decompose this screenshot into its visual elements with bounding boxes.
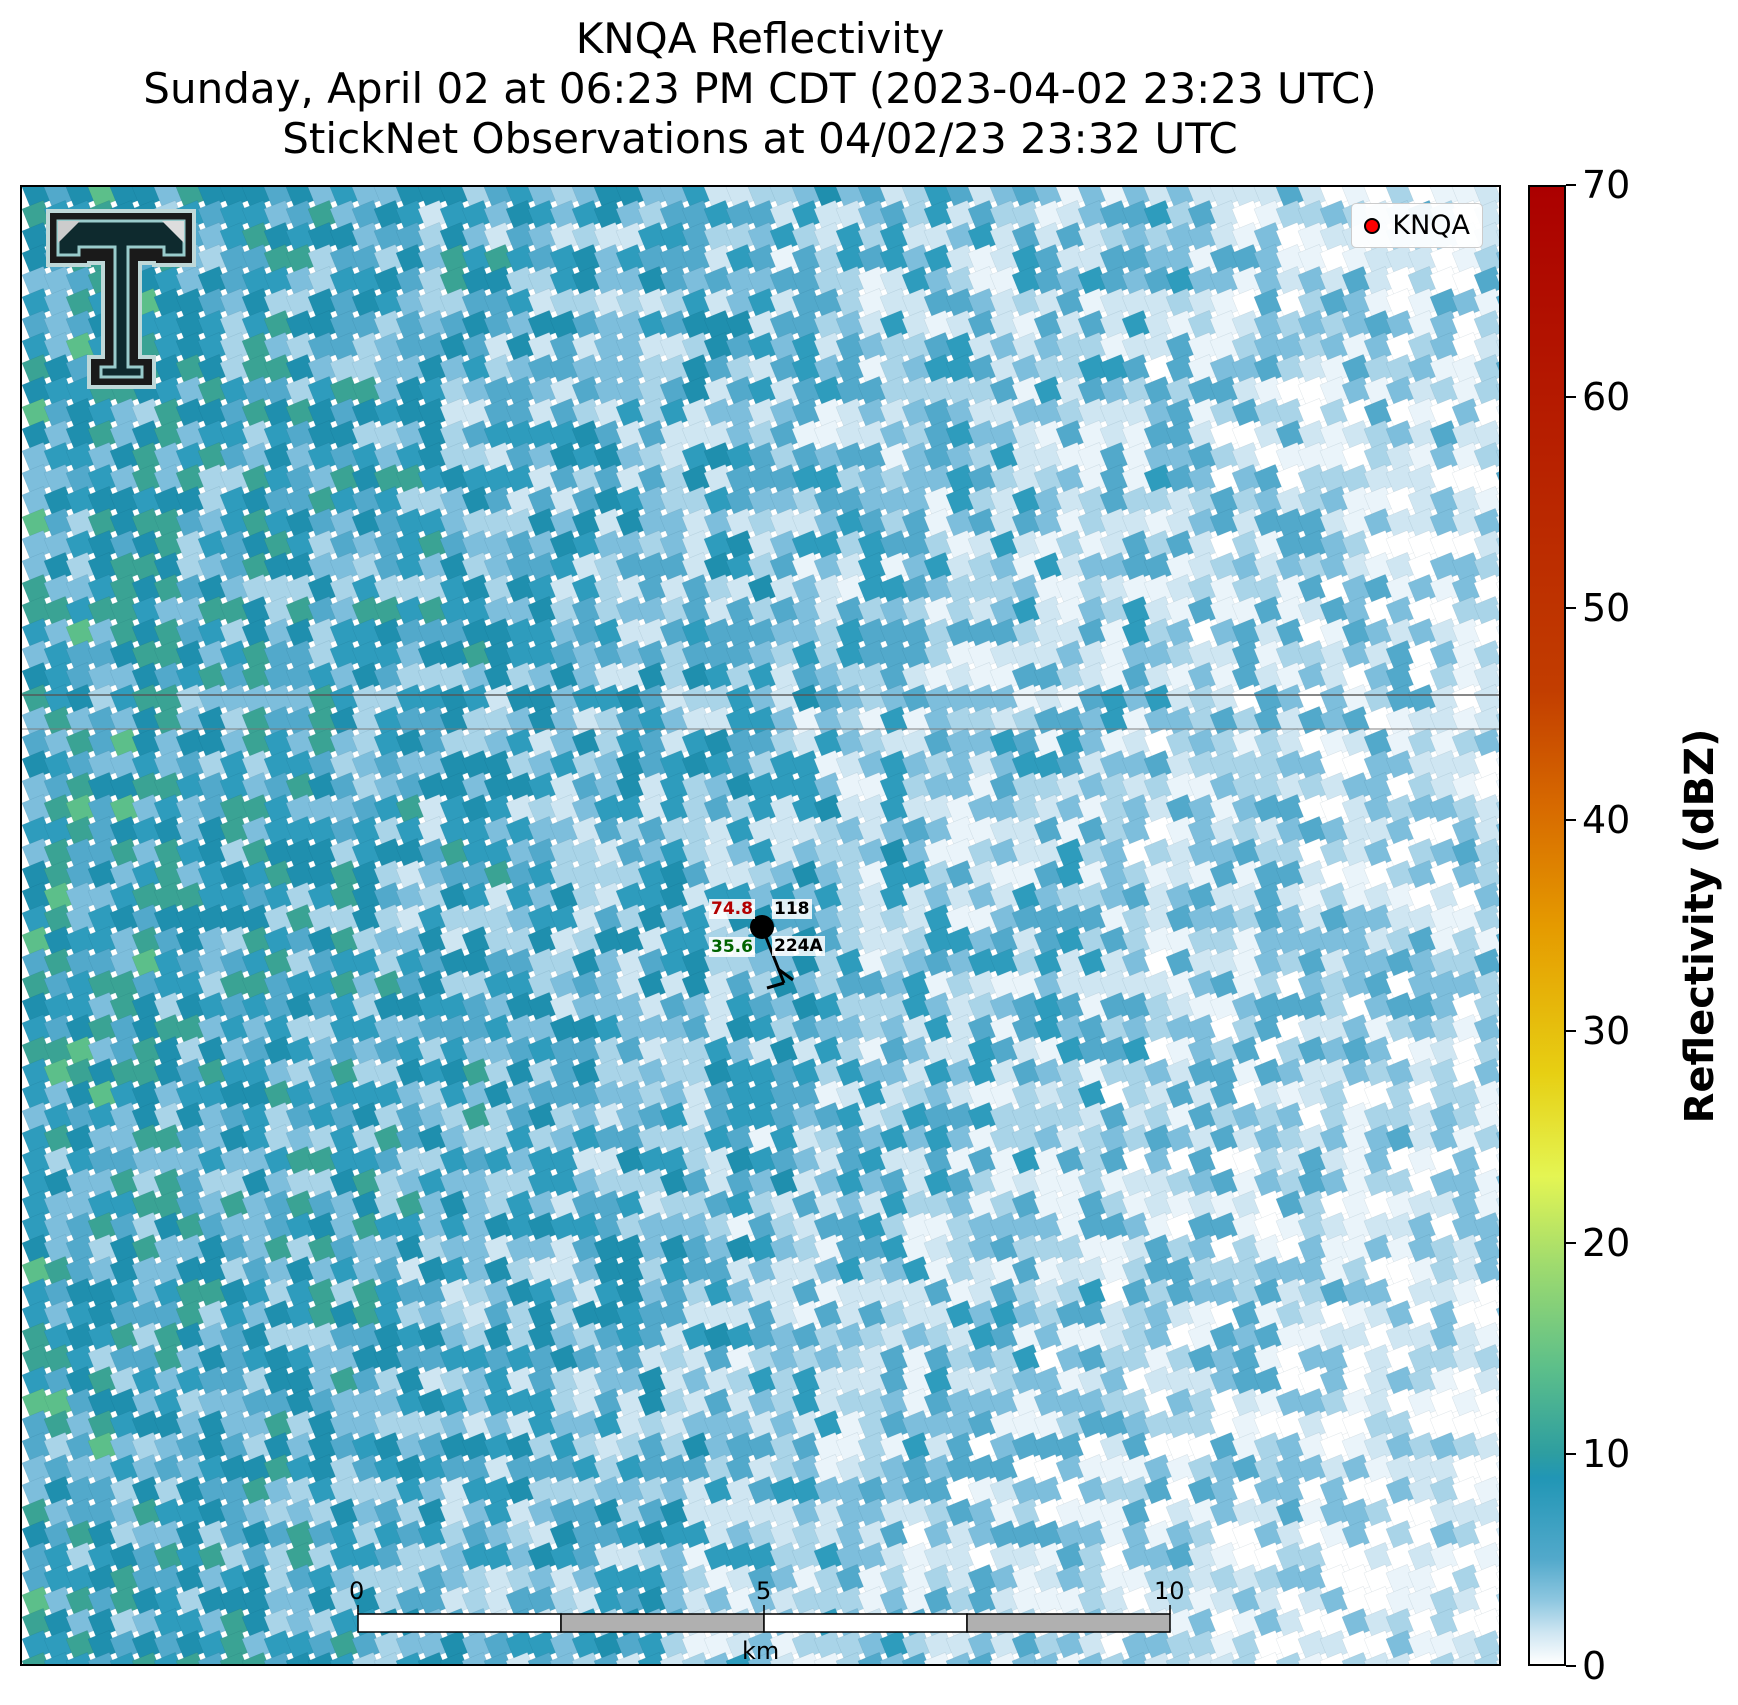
colorbar-tick — [1566, 1030, 1576, 1033]
map-subtitle-observations: StickNet Observations at 04/02/23 23:32 … — [282, 114, 1238, 163]
colorbar-tick-label: 20 — [1582, 1220, 1631, 1265]
colorbar-tick-label: 40 — [1582, 797, 1631, 842]
station-pressure: 118 — [772, 899, 812, 919]
scale-label-10: 10 — [1154, 1577, 1185, 1605]
map-subtitle-time: Sunday, April 02 at 06:23 PM CDT (2023-0… — [143, 64, 1377, 113]
legend-label: KNQA — [1392, 210, 1470, 241]
colorbar-tick — [1566, 818, 1576, 821]
colorbar-tick-label: 60 — [1582, 374, 1631, 419]
station-temperature: 74.8 — [709, 899, 755, 919]
colorbar-tick — [1566, 395, 1576, 398]
colorbar-label: Reflectivity (dBZ) — [1677, 728, 1723, 1124]
colorbar-tick-label: 10 — [1582, 1432, 1631, 1477]
colorbar-tick — [1566, 184, 1576, 186]
title-block: KNQA Reflectivity Sunday, April 02 at 06… — [0, 14, 1520, 164]
colorbar — [1528, 185, 1566, 1666]
colorbar-tick-label: 0 — [1582, 1644, 1607, 1688]
scale-label-5: 5 — [756, 1577, 772, 1605]
texas-tech-logo-icon — [46, 209, 196, 389]
reflectivity-field — [22, 187, 1499, 1664]
station-dewpoint: 35.6 — [709, 937, 755, 957]
colorbar-tick — [1566, 1665, 1576, 1667]
radar-map[interactable]: KNQA 74.8 118 35.6 224A 0 5 10 km — [20, 185, 1501, 1666]
station-id: 224A — [772, 936, 825, 956]
colorbar-tick-label: 30 — [1582, 1009, 1631, 1054]
colorbar-tick — [1566, 607, 1576, 610]
colorbar-tick — [1566, 1453, 1576, 1456]
colorbar-tick — [1566, 1241, 1576, 1244]
colorbar-tick-label: 50 — [1582, 586, 1631, 631]
scale-label-0: 0 — [349, 1577, 365, 1605]
map-title: KNQA Reflectivity — [575, 14, 945, 63]
colorbar-tick-label: 70 — [1582, 163, 1631, 207]
knqa-marker-icon — [1364, 217, 1381, 234]
map-legend: KNQA — [1351, 203, 1483, 248]
scale-unit: km — [742, 1637, 780, 1665]
